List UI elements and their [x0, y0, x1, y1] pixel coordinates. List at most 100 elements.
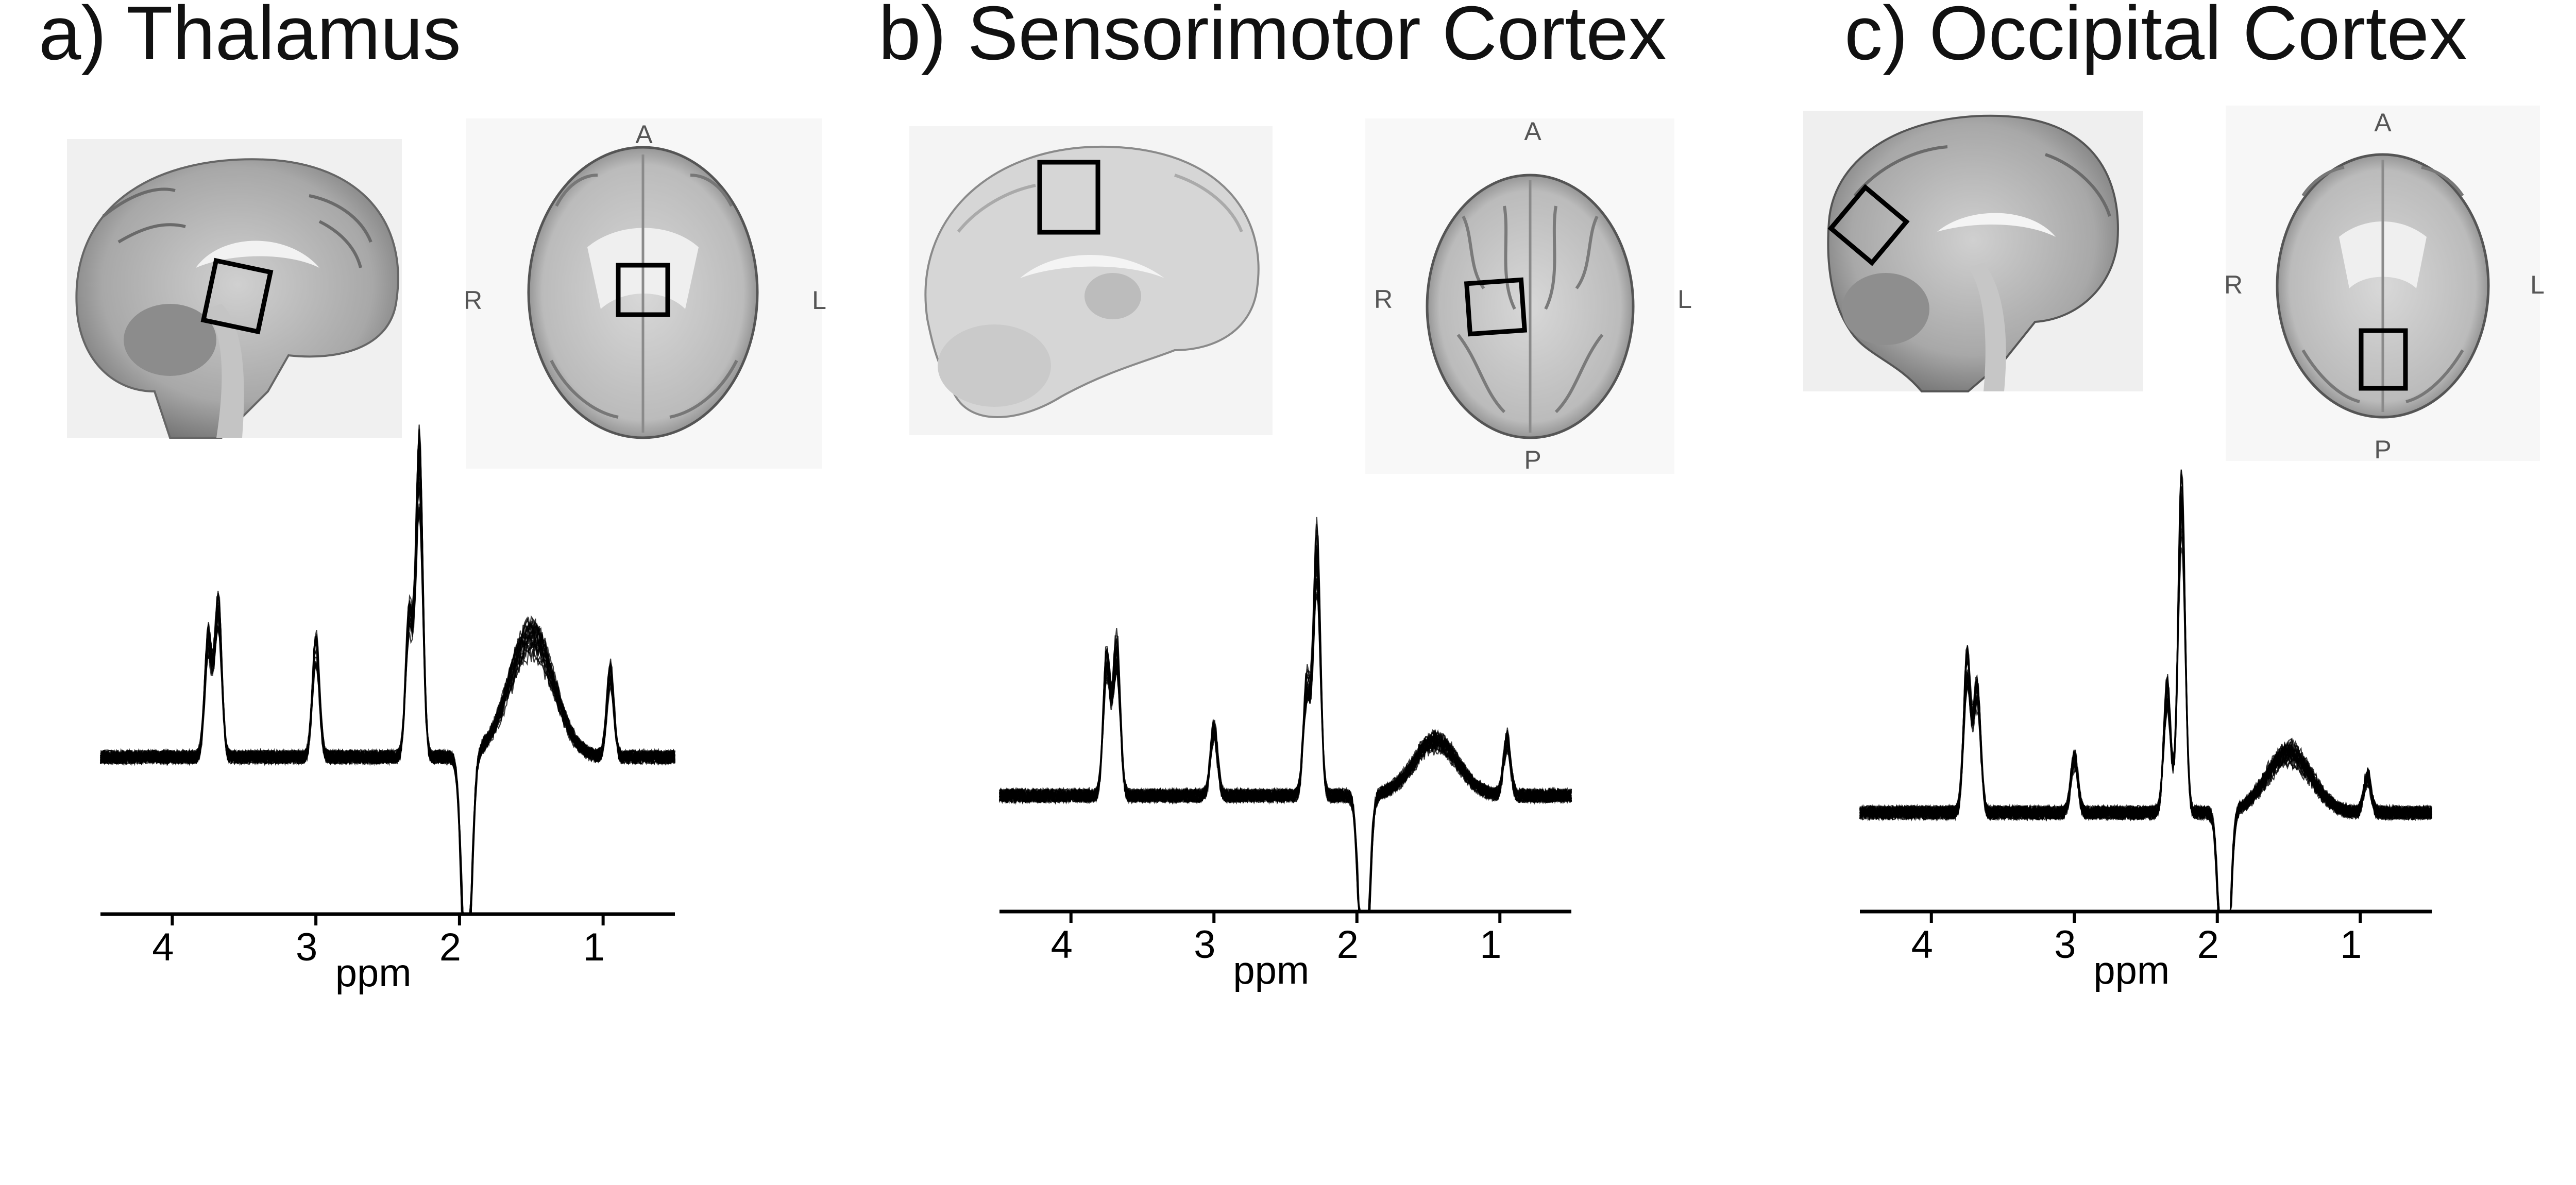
spectrum-trace — [999, 559, 1572, 913]
spectrum-trace — [1859, 522, 2433, 913]
spectra-plot-1: 4 3 2 1 ppm — [99, 424, 676, 995]
spectra-plot-3: 4 3 2 1 ppm — [1859, 469, 2433, 992]
x-axis-label: ppm — [1233, 949, 1309, 992]
orientation-posterior: P — [2374, 435, 2391, 464]
spectrum-trace — [1859, 504, 2433, 913]
spectrum-trace — [998, 578, 1572, 913]
spectrum-trace — [1859, 510, 2433, 913]
orientation-anterior: A — [2374, 108, 2392, 137]
spectrum-trace — [99, 487, 676, 915]
spectrum-trace — [998, 578, 1572, 913]
spectrum-trace — [1859, 535, 2432, 913]
x-tick-label: 4 — [152, 925, 174, 969]
spectrum-trace — [1859, 474, 2432, 913]
panel-title: b) Sensorimotor Cortex — [878, 0, 1667, 76]
spectrum-trace — [1859, 531, 2432, 913]
spectrum-trace — [99, 434, 676, 915]
x-tick-label: 4 — [1911, 923, 1933, 967]
x-axis-label: ppm — [2093, 949, 2170, 992]
spectrum-trace — [998, 582, 1572, 913]
orientation-posterior: P — [1524, 445, 1541, 474]
orientation-right: R — [1374, 285, 1393, 314]
spectrum-trace — [100, 457, 676, 915]
orientation-anterior: A — [1524, 117, 1541, 146]
spectrum-trace — [999, 545, 1572, 913]
x-axis-label: ppm — [335, 951, 412, 995]
spectrum-trace — [99, 469, 676, 915]
sagittal-slice-image — [1803, 111, 2143, 392]
panel-title: a) Thalamus — [39, 0, 461, 76]
voi-box — [1464, 277, 1528, 337]
x-tick-label: 4 — [1051, 923, 1073, 967]
sagittal-slice-image — [909, 126, 1273, 435]
spectrum-trace — [998, 549, 1572, 913]
orientation-left: L — [1677, 285, 1692, 314]
axial-slice-image — [466, 118, 822, 469]
spectrum-trace — [999, 524, 1572, 913]
spectrum-trace — [99, 437, 675, 915]
spectrum-trace — [99, 514, 676, 915]
x-tick-label: 1 — [583, 925, 604, 969]
panel-title: c) Occipital Cortex — [1844, 0, 2467, 76]
spectrum-trace — [1859, 486, 2433, 913]
voi-box — [200, 257, 274, 335]
orientation-right: R — [2224, 270, 2243, 299]
spectrum-trace — [1859, 497, 2432, 913]
spectrum-trace — [999, 595, 1572, 913]
spectrum-trace — [1859, 528, 2433, 913]
spectrum-trace — [99, 482, 676, 915]
axial-slice-image — [2226, 106, 2540, 461]
voi-box — [2359, 328, 2408, 391]
voi-box — [1827, 184, 1910, 266]
spectrum-trace — [100, 440, 676, 915]
spectrum-trace — [100, 442, 675, 915]
spectrum-trace — [100, 507, 676, 915]
spectrum-trace — [998, 552, 1572, 913]
spectrum-trace — [998, 594, 1572, 913]
spectrum-trace — [1859, 509, 2433, 913]
spectrum-trace — [99, 503, 676, 915]
x-tick-label: 1 — [1480, 923, 1501, 967]
spectrum-trace — [99, 424, 675, 915]
orientation-left: L — [812, 286, 826, 315]
spectrum-trace — [1859, 511, 2433, 913]
spectrum-trace — [1859, 487, 2433, 913]
spectrum-trace — [1859, 506, 2432, 913]
spectrum-trace — [998, 563, 1572, 913]
x-tick-label: 2 — [1337, 923, 1359, 967]
voi-box — [616, 263, 670, 317]
x-tick-label: 2 — [2197, 923, 2219, 967]
spectrum-trace — [1859, 469, 2433, 913]
spectrum-trace — [1859, 511, 2433, 913]
spectrum-trace — [1859, 510, 2432, 913]
spectrum-trace — [100, 469, 676, 915]
spectrum-trace — [1859, 475, 2433, 913]
x-tick-label: 3 — [1194, 923, 1215, 967]
axial-slice-image — [1365, 118, 1674, 474]
spectrum-trace — [1859, 516, 2433, 913]
spectrum-trace — [999, 517, 1572, 913]
spectrum-trace — [100, 428, 675, 915]
spectrum-trace — [999, 580, 1572, 913]
spectra-plots: 4 3 2 1 ppm 4 3 2 1 ppm 4 3 2 1 ppm — [99, 424, 2433, 995]
spectrum-trace — [1859, 511, 2433, 913]
spectrum-trace — [999, 560, 1572, 913]
spectrum-trace — [998, 553, 1572, 913]
spectrum-trace — [1859, 547, 2433, 913]
spectrum-trace — [998, 571, 1572, 913]
x-tick-label: 3 — [2054, 923, 2076, 967]
spectrum-trace — [999, 581, 1572, 913]
orientation-anterior: A — [635, 120, 653, 149]
x-tick-label: 2 — [439, 925, 461, 969]
spectrum-trace — [99, 466, 676, 915]
spectrum-trace — [99, 444, 676, 915]
spectrum-trace — [998, 535, 1572, 913]
spectrum-trace — [998, 537, 1572, 913]
orientation-left: L — [2530, 270, 2545, 299]
voi-box — [1037, 160, 1100, 235]
panel-c: c) Occipital Cortex A R L P — [1803, 0, 2545, 464]
spectrum-trace — [99, 456, 676, 915]
spectrum-trace — [998, 592, 1572, 913]
spectrum-trace — [100, 432, 675, 915]
